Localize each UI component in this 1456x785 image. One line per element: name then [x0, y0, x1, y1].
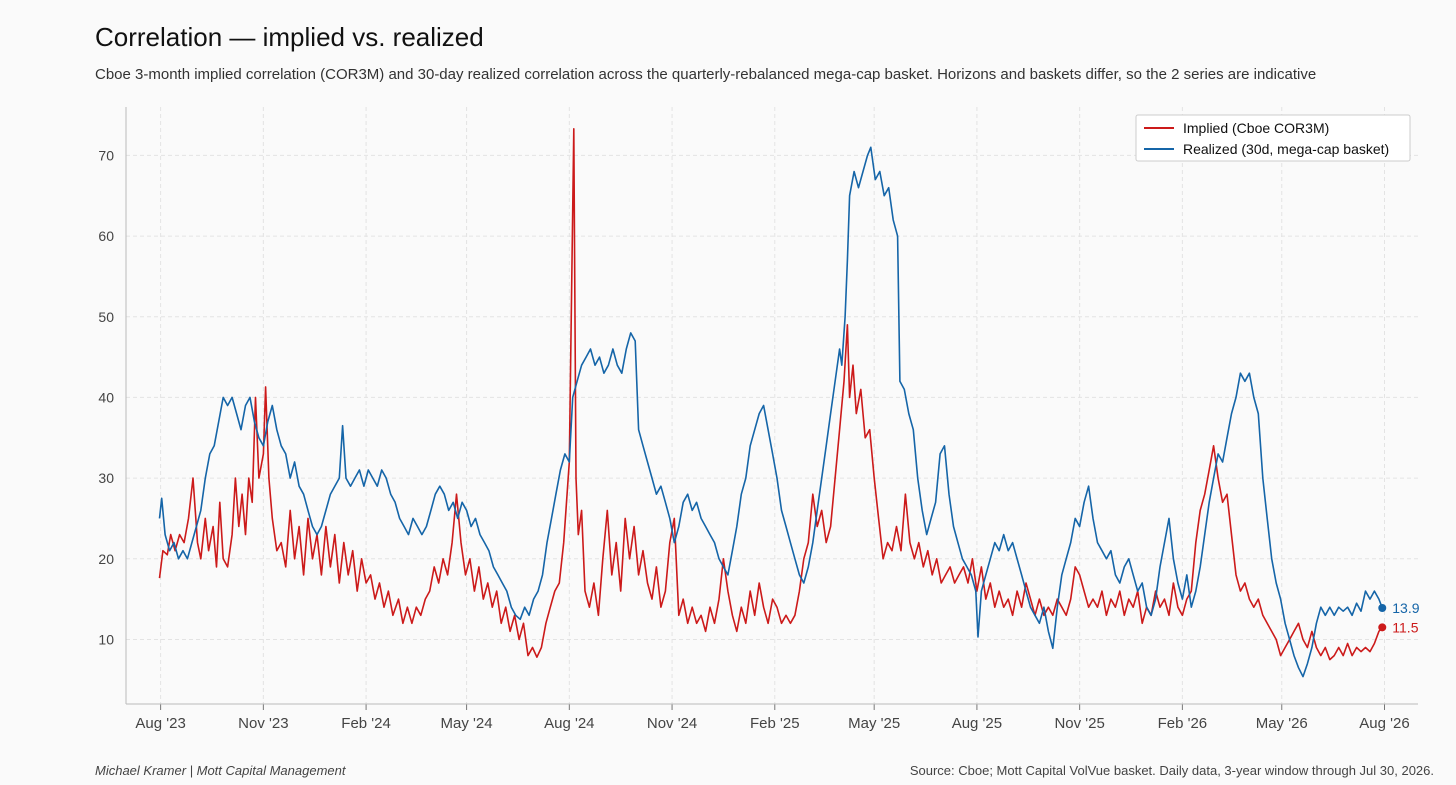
x-tick-label: May '26 [1256, 715, 1308, 732]
x-tick-label: May '24 [441, 715, 493, 732]
y-tick-label: 40 [98, 389, 114, 405]
legend-label-realized: Realized (30d, mega-cap basket) [1183, 141, 1389, 157]
series-end-marker-implied [1378, 623, 1387, 632]
series-end-label-realized: 13.9 [1392, 600, 1419, 616]
chart-title: Correlation — implied vs. realized [95, 22, 484, 52]
series-line-implied [158, 128, 1383, 661]
x-tick-label: Nov '24 [647, 715, 697, 732]
y-tick-label: 70 [98, 147, 114, 163]
x-tick-label: Feb '25 [750, 715, 800, 732]
chart-subtitle: Cboe 3-month implied correlation (COR3M)… [95, 66, 1317, 83]
x-tick-label: Aug '23 [135, 715, 185, 732]
footer-source: Source: Cboe; Mott Capital VolVue basket… [909, 763, 1434, 778]
footer-credit: Michael Kramer | Mott Capital Management [95, 763, 346, 778]
y-tick-label: 30 [98, 470, 114, 486]
x-tick-label: Aug '24 [544, 715, 594, 732]
y-tick-label: 60 [98, 228, 114, 244]
y-tick-label: 10 [98, 631, 114, 647]
x-tick-label: Feb '26 [1158, 715, 1208, 732]
x-tick-label: Nov '25 [1054, 715, 1104, 732]
chart-series: 11.5 13.9 [158, 128, 1420, 678]
series-line-realized [158, 146, 1384, 678]
chart-axes: 10 20 30 40 50 60 70 Aug '23 Nov '23 Feb '24 May '… [98, 107, 1418, 732]
x-tick-label: May '25 [848, 715, 900, 732]
x-tick-label: Nov '23 [238, 715, 288, 732]
x-tick-label: Aug '25 [952, 715, 1002, 732]
chart-grid [126, 107, 1418, 704]
y-tick-label: 20 [98, 551, 114, 567]
chart-legend: Implied (Cboe COR3M) Realized (30d, mega-… [1135, 114, 1411, 162]
y-tick-label: 50 [98, 309, 114, 325]
series-end-marker-realized [1378, 603, 1387, 612]
x-tick-label: Feb '24 [341, 715, 391, 732]
series-end-label-implied: 11.5 [1392, 619, 1418, 635]
legend-label-implied: Implied (Cboe COR3M) [1183, 120, 1329, 136]
x-tick-label: Aug '26 [1359, 715, 1409, 732]
legend-box [1135, 114, 1411, 162]
